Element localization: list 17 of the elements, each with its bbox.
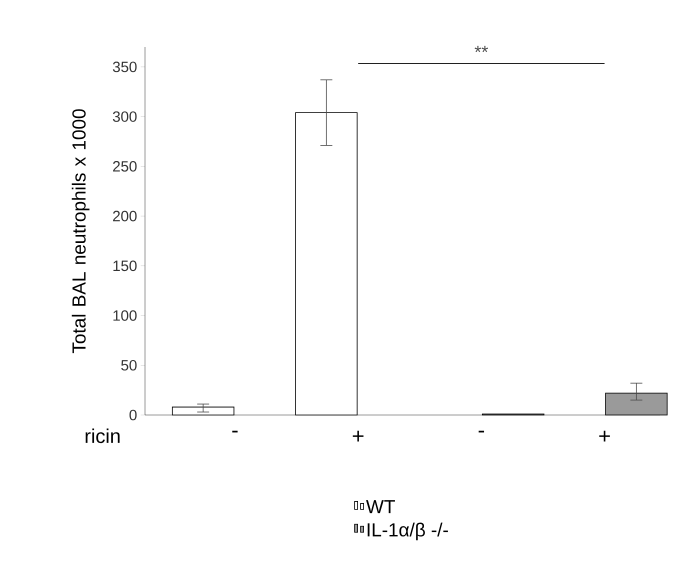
x-tick-label: - — [232, 430, 238, 432]
y-tick-label: 100 — [113, 310, 137, 321]
y-tick-label: 300 — [112, 111, 137, 122]
y-tick-label: 250 — [113, 161, 137, 172]
annotation: ** — [474, 46, 488, 52]
legend-label: WT — [366, 500, 395, 514]
legend-label: IL-1α/β -/- — [368, 522, 448, 540]
y-tick-label: 150 — [113, 260, 137, 272]
x-tick-label: - — [478, 430, 484, 432]
y-tick-label: 50 — [121, 360, 137, 371]
x-tick-label: + — [599, 430, 610, 442]
y-tick-label: 0 — [129, 410, 137, 420]
x-axis-title: ricin — [86, 428, 120, 444]
y-tick-label: 200 — [113, 210, 137, 222]
x-tick-label: + — [352, 430, 364, 442]
y-tick-label: 350 — [112, 62, 137, 72]
y-axis-title: Total BAL neutrophils x 1000 — [72, 109, 90, 354]
